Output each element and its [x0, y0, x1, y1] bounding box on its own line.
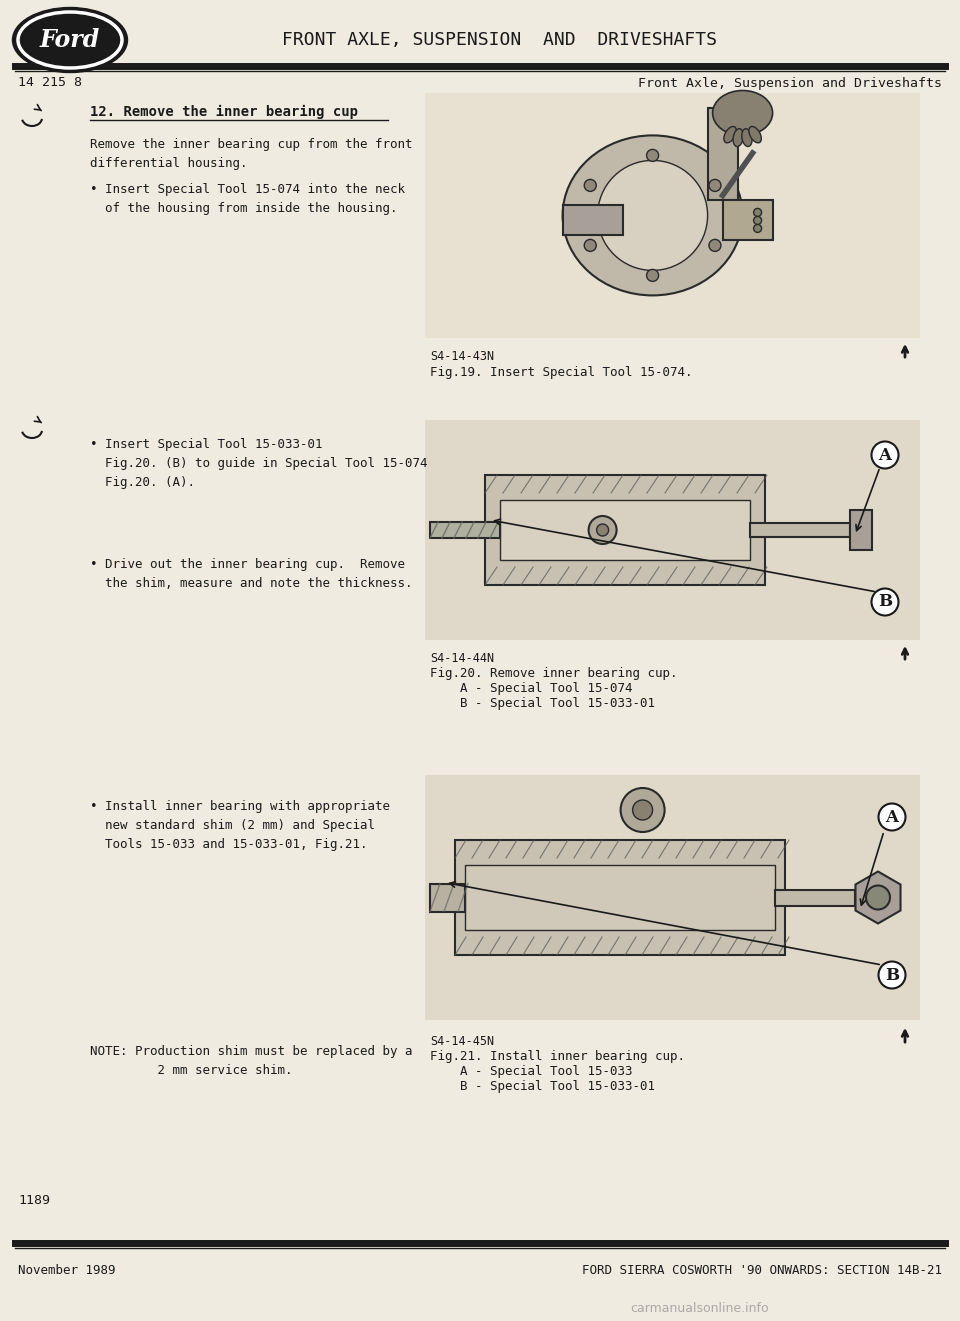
Text: carmanualsonline.info: carmanualsonline.info	[631, 1301, 769, 1314]
Ellipse shape	[749, 127, 761, 143]
Ellipse shape	[12, 8, 128, 73]
Text: 1189: 1189	[18, 1193, 50, 1206]
Circle shape	[647, 269, 659, 281]
Text: S4-14-45N: S4-14-45N	[430, 1034, 494, 1048]
Text: S4-14-43N: S4-14-43N	[430, 350, 494, 363]
Ellipse shape	[563, 135, 743, 296]
Circle shape	[585, 239, 596, 251]
Text: Remove the inner bearing cup from the front
differential housing.: Remove the inner bearing cup from the fr…	[90, 137, 413, 170]
Ellipse shape	[733, 128, 743, 147]
Circle shape	[620, 789, 664, 832]
Circle shape	[754, 225, 761, 232]
FancyBboxPatch shape	[850, 510, 872, 550]
FancyBboxPatch shape	[775, 889, 855, 905]
FancyBboxPatch shape	[750, 523, 850, 538]
Text: 14 215 8: 14 215 8	[18, 77, 82, 90]
Text: November 1989: November 1989	[18, 1263, 115, 1276]
Text: Fig.19. Insert Special Tool 15-074.: Fig.19. Insert Special Tool 15-074.	[430, 366, 692, 379]
Circle shape	[866, 885, 890, 909]
Text: • Insert Special Tool 15-033-01
  Fig.20. (B) to guide in Special Tool 15-074
  : • Insert Special Tool 15-033-01 Fig.20. …	[90, 439, 427, 489]
Polygon shape	[855, 872, 900, 923]
Text: FORD SIERRA COSWORTH '90 ONWARDS: SECTION 14B-21: FORD SIERRA COSWORTH '90 ONWARDS: SECTIO…	[582, 1263, 942, 1276]
FancyBboxPatch shape	[500, 501, 750, 560]
Text: NOTE: Production shim must be replaced by a
         2 mm service shim.: NOTE: Production shim must be replaced b…	[90, 1045, 413, 1077]
FancyBboxPatch shape	[425, 92, 920, 338]
Ellipse shape	[742, 128, 752, 147]
Circle shape	[588, 517, 616, 544]
Circle shape	[585, 180, 596, 192]
FancyBboxPatch shape	[430, 522, 500, 538]
Circle shape	[754, 209, 761, 217]
Text: Front Axle, Suspension and Driveshafts: Front Axle, Suspension and Driveshafts	[638, 77, 942, 90]
Text: • Insert Special Tool 15-074 into the neck
  of the housing from inside the hous: • Insert Special Tool 15-074 into the ne…	[90, 184, 405, 215]
Text: S4-14-44N: S4-14-44N	[430, 653, 494, 664]
Text: A - Special Tool 15-033: A - Special Tool 15-033	[430, 1065, 633, 1078]
Text: A: A	[885, 808, 899, 826]
FancyBboxPatch shape	[723, 201, 773, 240]
Ellipse shape	[597, 160, 708, 271]
Text: A - Special Tool 15-074: A - Special Tool 15-074	[430, 682, 633, 695]
Circle shape	[708, 239, 721, 251]
Text: B - Special Tool 15-033-01: B - Special Tool 15-033-01	[430, 1081, 655, 1092]
Text: A: A	[878, 446, 892, 464]
Text: B - Special Tool 15-033-01: B - Special Tool 15-033-01	[430, 697, 655, 709]
Ellipse shape	[712, 91, 773, 136]
FancyBboxPatch shape	[425, 775, 920, 1020]
Circle shape	[596, 524, 609, 536]
Circle shape	[708, 180, 721, 192]
Text: Ford: Ford	[40, 28, 100, 52]
FancyBboxPatch shape	[430, 884, 465, 911]
Circle shape	[633, 801, 653, 820]
FancyBboxPatch shape	[485, 476, 765, 585]
FancyBboxPatch shape	[425, 420, 920, 639]
Ellipse shape	[724, 127, 736, 143]
Text: B: B	[878, 593, 892, 610]
Circle shape	[754, 217, 761, 225]
FancyBboxPatch shape	[455, 840, 785, 955]
Circle shape	[647, 149, 659, 161]
FancyBboxPatch shape	[563, 205, 623, 235]
FancyBboxPatch shape	[708, 108, 737, 201]
Text: FRONT AXLE, SUSPENSION  AND  DRIVESHAFTS: FRONT AXLE, SUSPENSION AND DRIVESHAFTS	[282, 30, 717, 49]
Text: B: B	[885, 967, 900, 984]
Text: Fig.21. Install inner bearing cup.: Fig.21. Install inner bearing cup.	[430, 1050, 685, 1063]
Text: 12. Remove the inner bearing cup: 12. Remove the inner bearing cup	[90, 104, 358, 119]
Text: • Drive out the inner bearing cup.  Remove
  the shim, measure and note the thic: • Drive out the inner bearing cup. Remov…	[90, 557, 413, 590]
Text: Fig.20. Remove inner bearing cup.: Fig.20. Remove inner bearing cup.	[430, 667, 678, 680]
FancyBboxPatch shape	[465, 865, 775, 930]
Text: • Install inner bearing with appropriate
  new standard shim (2 mm) and Special
: • Install inner bearing with appropriate…	[90, 801, 390, 851]
Ellipse shape	[18, 12, 122, 67]
